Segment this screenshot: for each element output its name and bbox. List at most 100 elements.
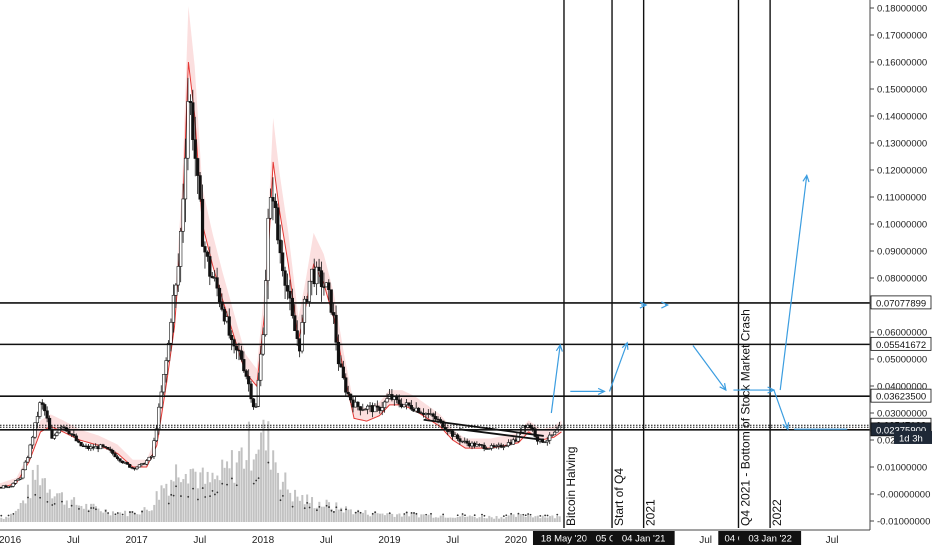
candle-body bbox=[26, 457, 30, 463]
volume-bar bbox=[325, 499, 328, 522]
candle-body bbox=[11, 483, 15, 487]
volume-bar bbox=[73, 497, 76, 522]
volume-bar bbox=[128, 511, 131, 522]
candle-body bbox=[402, 404, 406, 408]
candle-body bbox=[504, 445, 508, 447]
volume-bar bbox=[512, 514, 515, 522]
volume-bar bbox=[291, 501, 294, 522]
volume-bar bbox=[505, 516, 508, 522]
candle-body bbox=[531, 427, 535, 430]
candle-body bbox=[550, 434, 554, 436]
candle-body bbox=[281, 252, 285, 272]
candle-body bbox=[157, 406, 161, 430]
volume-bar bbox=[218, 480, 221, 522]
y-tick-label: 0.12000000 bbox=[877, 166, 927, 177]
volume-bar bbox=[41, 478, 44, 522]
volume-bars bbox=[0, 419, 561, 522]
time-axis[interactable]: 2016Jul2017Jul2018Jul2019Jul2020Jul2021J… bbox=[0, 529, 932, 550]
candle-body bbox=[13, 480, 18, 484]
volume-bar bbox=[362, 512, 365, 522]
projection-segment bbox=[550, 344, 561, 414]
volume-bar bbox=[102, 512, 105, 522]
volume-bar bbox=[177, 477, 180, 522]
volume-dot bbox=[27, 496, 29, 499]
volume-dot bbox=[539, 514, 542, 517]
x-tick-label: Jul bbox=[699, 535, 712, 546]
volume-bar bbox=[476, 518, 479, 522]
volume-bar bbox=[434, 517, 437, 522]
candle-body bbox=[458, 438, 462, 442]
marker-date-box bbox=[612, 531, 675, 545]
volume-dot bbox=[425, 513, 428, 516]
volume-bar bbox=[519, 513, 522, 522]
volume-dot bbox=[374, 511, 377, 514]
volume-bar bbox=[456, 516, 459, 522]
volume-bar bbox=[335, 502, 338, 522]
candle-body bbox=[103, 446, 108, 448]
candle-body bbox=[251, 398, 256, 408]
volume-bar bbox=[357, 509, 360, 522]
candle-body bbox=[487, 448, 491, 450]
candle-body bbox=[115, 456, 120, 460]
volume-bar bbox=[398, 513, 401, 522]
candle-body bbox=[431, 413, 435, 417]
volume-bar bbox=[7, 517, 10, 522]
projection-arrowhead bbox=[719, 383, 727, 392]
volume-bar bbox=[75, 504, 78, 522]
volume-bar bbox=[364, 510, 367, 522]
candle-body bbox=[147, 456, 151, 461]
y-tick-label: 0.16000000 bbox=[877, 58, 927, 69]
volume-bar bbox=[226, 461, 229, 522]
candle-body bbox=[363, 408, 367, 411]
trend-line bbox=[423, 418, 544, 437]
volume-dot bbox=[180, 495, 182, 497]
volume-bar bbox=[284, 472, 287, 522]
price-axis[interactable]: 0.18000000 0.17000000 0.16000000 0.15000000… bbox=[869, 0, 932, 550]
candle-body bbox=[349, 393, 353, 401]
candle-body bbox=[154, 428, 158, 442]
y-tick-label: 0.11000000 bbox=[877, 193, 927, 204]
candle-body bbox=[465, 440, 469, 444]
volume-dot bbox=[556, 513, 559, 516]
volume-bar bbox=[43, 478, 46, 522]
volume-bar bbox=[29, 498, 32, 522]
candle-body bbox=[356, 401, 360, 407]
candle-body bbox=[278, 239, 282, 254]
volume-dot bbox=[211, 490, 214, 492]
volume-bar bbox=[303, 504, 306, 522]
candle-body bbox=[230, 335, 234, 341]
volume-bar bbox=[405, 511, 408, 522]
volume-bar bbox=[298, 500, 301, 522]
ma-band bbox=[0, 6, 562, 489]
volume-dot bbox=[121, 513, 124, 516]
volume-bar bbox=[153, 504, 156, 522]
volume-bar bbox=[194, 471, 197, 522]
y-tick-label: -0.01000000 bbox=[877, 517, 930, 528]
volume-bar bbox=[22, 500, 25, 522]
candle-body bbox=[196, 158, 200, 176]
projection-arrowhead bbox=[621, 341, 629, 350]
candle-body bbox=[137, 464, 142, 468]
volume-bar bbox=[454, 517, 457, 522]
volume-bar bbox=[393, 516, 396, 522]
volume-bar bbox=[60, 492, 63, 522]
volume-bar bbox=[82, 508, 85, 522]
volume-dot bbox=[107, 512, 109, 514]
volume-dot bbox=[345, 508, 347, 511]
volume-dot bbox=[141, 510, 143, 513]
volume-bar bbox=[500, 517, 503, 522]
level-label: 0.05541672 bbox=[876, 340, 926, 351]
volume-bar bbox=[192, 468, 195, 522]
marker-date-box bbox=[532, 531, 595, 545]
level-label: 0.03623500 bbox=[876, 392, 926, 403]
candle-body bbox=[417, 407, 421, 413]
volume-bar bbox=[493, 518, 496, 522]
candle-body bbox=[79, 441, 83, 447]
volume-bar bbox=[558, 516, 561, 522]
volume-dot bbox=[410, 512, 413, 514]
candle-body bbox=[244, 370, 248, 377]
volume-bar bbox=[391, 513, 394, 522]
candle-body bbox=[72, 434, 76, 437]
volume-bar bbox=[301, 495, 304, 522]
volume-bar bbox=[56, 493, 59, 522]
